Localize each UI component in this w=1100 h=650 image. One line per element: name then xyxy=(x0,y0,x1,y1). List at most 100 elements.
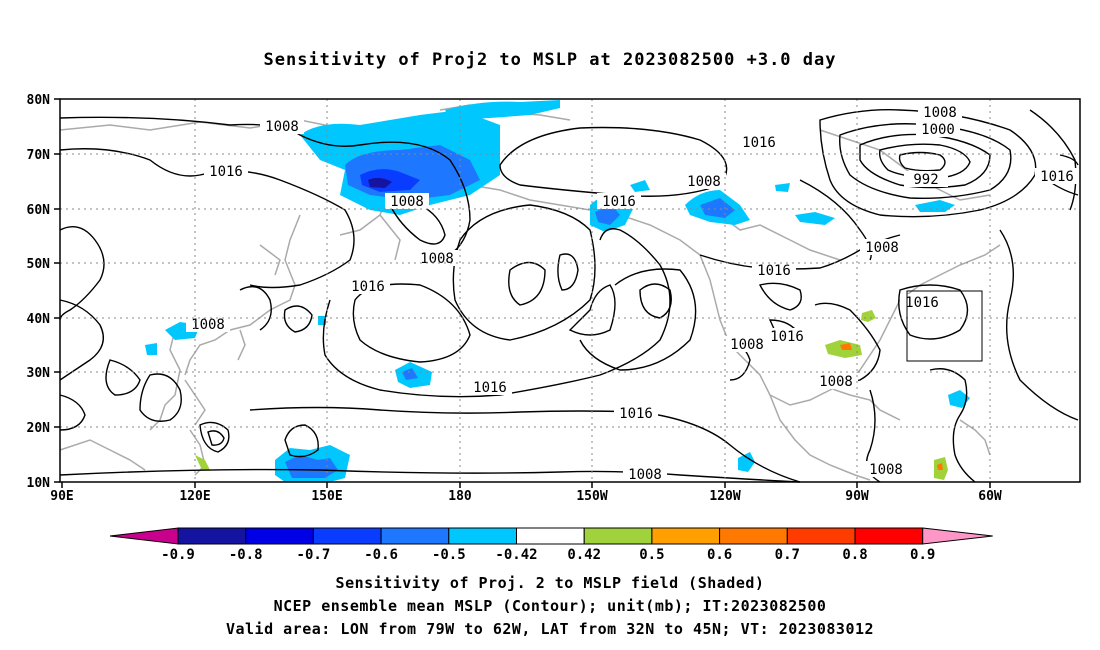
colorbar-tick-label: 0.7 xyxy=(775,547,800,563)
shade-negative-central-pacific-core xyxy=(402,368,418,380)
svg-text:1016: 1016 xyxy=(602,194,636,210)
contour-label: 1016 xyxy=(1035,168,1079,185)
shade-negative-small-2 xyxy=(775,183,790,192)
colorbar-under-triangle xyxy=(109,527,179,545)
contour-label: 1008 xyxy=(864,461,908,478)
shade-positive-caribbean-core xyxy=(937,463,943,470)
contour-label: 1016 xyxy=(900,294,944,311)
tick-marks xyxy=(54,98,991,488)
svg-text:1016: 1016 xyxy=(619,406,653,422)
svg-text:1016: 1016 xyxy=(757,263,791,279)
lat-label: 70N xyxy=(27,148,51,163)
shade-negative-arctic xyxy=(445,100,560,120)
colorbar-over-triangle xyxy=(922,527,993,545)
svg-text:1016: 1016 xyxy=(1040,169,1074,185)
shaded-regions xyxy=(145,100,970,482)
map-title: Sensitivity of Proj2 to MSLP at 20230825… xyxy=(263,50,837,70)
longitude-labels: 90E 120E 150E 180 150W 120W 90W 60W xyxy=(50,489,1002,504)
lat-label: 40N xyxy=(27,312,51,327)
svg-text:1016: 1016 xyxy=(905,295,939,311)
colorbar-segment xyxy=(786,527,856,545)
shade-positive-east-coast xyxy=(861,310,876,322)
lon-label: 150W xyxy=(576,489,607,504)
lon-label: 120W xyxy=(709,489,740,504)
shade-positive-gulf-core xyxy=(840,343,852,350)
colorbar-segment xyxy=(516,527,585,545)
svg-text:1008: 1008 xyxy=(390,194,424,210)
lon-label: 180 xyxy=(448,489,472,504)
lon-label: 150E xyxy=(311,489,342,504)
svg-text:1008: 1008 xyxy=(869,462,903,478)
svg-text:1016: 1016 xyxy=(473,380,507,396)
contour-label: 1008 xyxy=(860,239,904,256)
colorbar-tick-label: -0.7 xyxy=(297,547,331,563)
colorbar-segments xyxy=(109,527,993,545)
contour-label: 992 xyxy=(904,171,948,188)
footer-shaded-description: Sensitivity of Proj. 2 to MSLP field (Sh… xyxy=(335,574,765,592)
contour-label: 1016 xyxy=(765,328,809,345)
svg-text:1008: 1008 xyxy=(687,174,721,190)
contour-label: 1008 xyxy=(415,250,459,267)
colorbar-tick-label: 0.42 xyxy=(567,547,601,563)
contour-labels: 1008 1016 1000 992 1008 1016 1008 1008 1… xyxy=(186,104,1079,483)
svg-text:1000: 1000 xyxy=(921,122,955,138)
colorbar-tick-label: 0.6 xyxy=(707,547,732,563)
sensitivity-map: 1008 1016 1000 992 1008 1016 1008 1008 1… xyxy=(27,93,1081,504)
shade-negative-small-3 xyxy=(145,343,157,355)
svg-text:1008: 1008 xyxy=(265,119,299,135)
shade-negative-small-1 xyxy=(630,180,650,192)
lon-label: 120E xyxy=(179,489,210,504)
colorbar-tick-label: 0.8 xyxy=(842,547,867,563)
contour-label: 1016 xyxy=(597,193,641,210)
contour-label: 1008 xyxy=(186,316,230,333)
contour-label: 1016 xyxy=(614,405,658,422)
colorbar-tick-label: 0.5 xyxy=(639,547,664,563)
lon-label: 90E xyxy=(50,489,73,504)
footer-contour-description: NCEP ensemble mean MSLP (Contour); unit(… xyxy=(273,597,827,615)
contour-label: 1008 xyxy=(623,466,667,483)
colorbar: -0.9 -0.8 -0.7 -0.6 -0.5 -0.42 0.42 0.5 0.6 0.7 0.… xyxy=(109,527,993,563)
footer-valid-area: Valid area: LON from 79W to 62W, LAT fro… xyxy=(225,620,875,638)
colorbar-segment xyxy=(245,527,314,545)
shade-positive-west-pacific xyxy=(195,455,210,470)
svg-text:1008: 1008 xyxy=(628,467,662,483)
mslp-contours xyxy=(59,109,1079,483)
latitude-labels: 80N 70N 60N 50N 40N 30N 20N 10N xyxy=(27,93,51,491)
svg-text:1008: 1008 xyxy=(730,337,764,353)
lat-label: 10N xyxy=(27,476,51,491)
colorbar-segment xyxy=(651,527,721,545)
map-frame xyxy=(59,98,1081,483)
svg-text:1008: 1008 xyxy=(819,374,853,390)
svg-text:1008: 1008 xyxy=(923,105,957,121)
contour-label: 1008 xyxy=(385,193,429,210)
svg-text:1008: 1008 xyxy=(420,251,454,267)
lat-label: 20N xyxy=(27,421,51,436)
contour-label: 1008 xyxy=(725,336,769,353)
lat-label: 60N xyxy=(27,203,51,218)
colorbar-labels: -0.9 -0.8 -0.7 -0.6 -0.5 -0.42 0.42 0.5 0.6 0.7 0.… xyxy=(161,547,935,563)
svg-text:1016: 1016 xyxy=(770,329,804,345)
shade-negative-greenland xyxy=(915,200,955,212)
colorbar-tick-label: -0.9 xyxy=(161,547,195,563)
colorbar-tick-label: 0.9 xyxy=(910,547,935,563)
lat-label: 50N xyxy=(27,257,51,272)
svg-text:1016: 1016 xyxy=(209,164,243,180)
contour-label: 1008 xyxy=(918,104,962,121)
contour-label: 1016 xyxy=(346,278,390,295)
lat-label: 80N xyxy=(27,93,51,108)
lon-label: 90W xyxy=(845,489,869,504)
coastlines xyxy=(59,104,1001,481)
colorbar-tick-label: -0.42 xyxy=(495,547,537,563)
svg-text:1016: 1016 xyxy=(742,135,776,151)
shade-negative-hudson xyxy=(795,212,835,225)
contour-label: 1000 xyxy=(916,121,960,138)
shade-negative-alaska-core xyxy=(700,198,735,218)
colorbar-tick-label: -0.8 xyxy=(229,547,263,563)
contour-label: 1016 xyxy=(468,379,512,396)
svg-text:992: 992 xyxy=(913,172,938,188)
svg-text:1008: 1008 xyxy=(865,240,899,256)
colorbar-segment xyxy=(583,527,653,545)
shade-negative-bering-core xyxy=(595,205,620,225)
colorbar-tick-label: -0.5 xyxy=(432,547,466,563)
contour-label: 1016 xyxy=(204,163,248,180)
